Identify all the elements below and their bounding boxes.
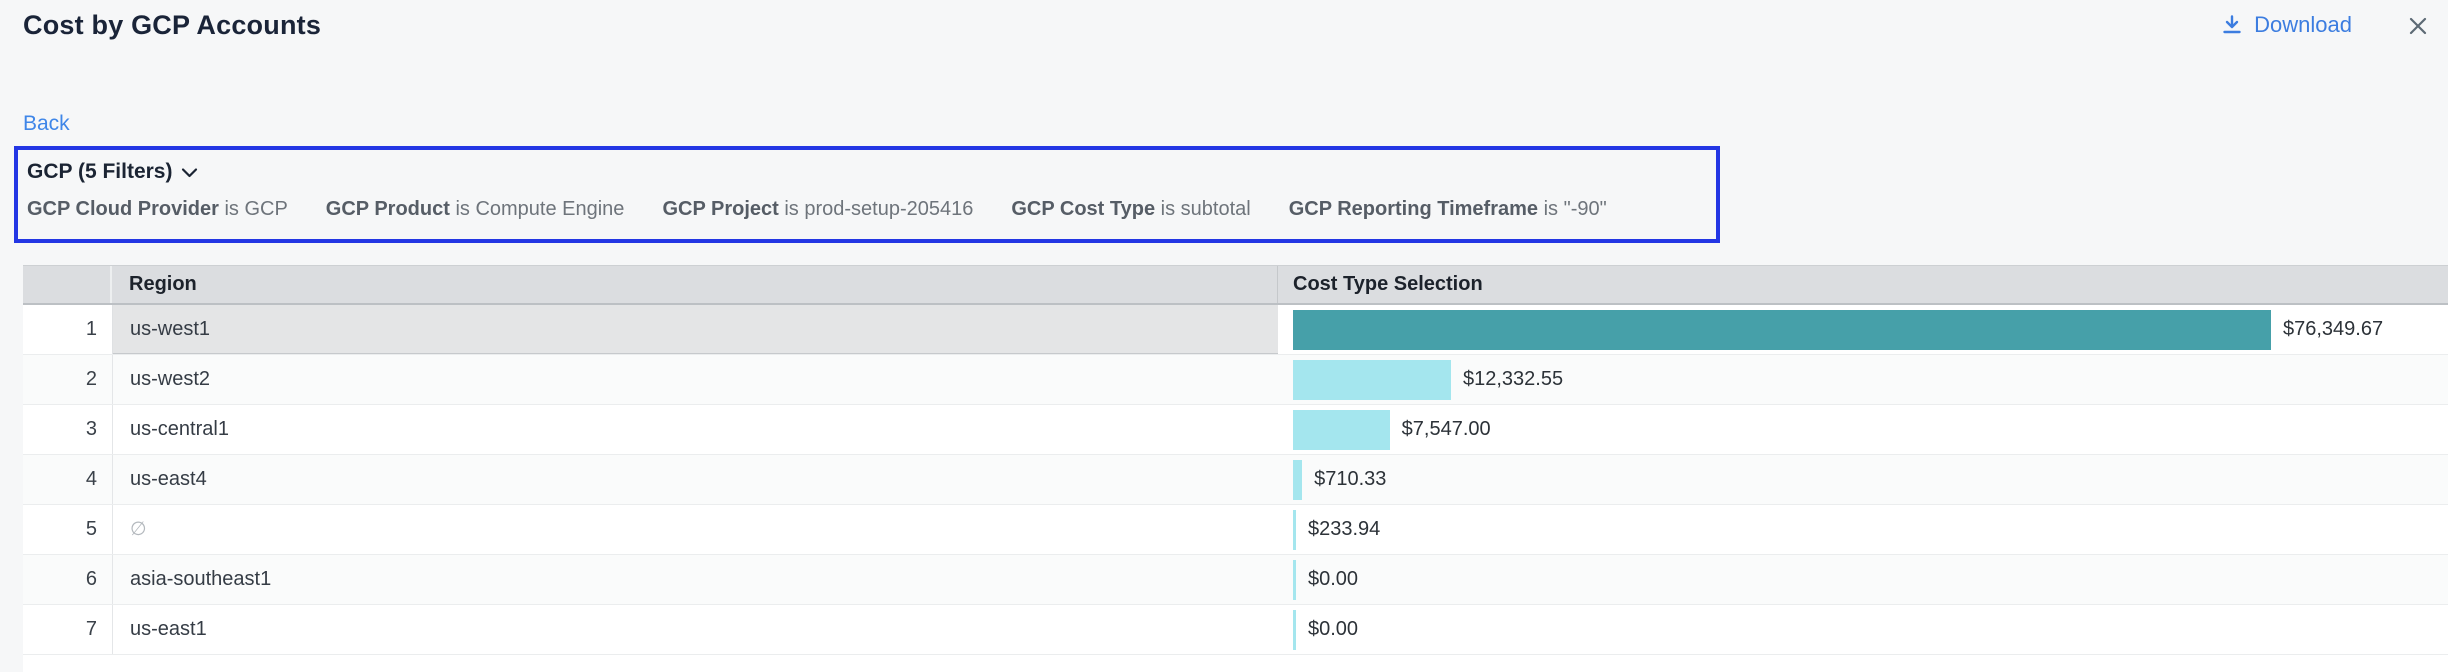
filter-pill-1[interactable]: GCP Cloud Provider is GCP <box>27 198 288 220</box>
table-row[interactable]: 5 ∅ $233.94 <box>23 505 2448 555</box>
region-cell[interactable]: us-central1 <box>112 405 1278 454</box>
cost-bar <box>1293 559 1296 600</box>
cost-bar <box>1293 609 1296 650</box>
region-cell[interactable]: us-west1 <box>112 305 1278 354</box>
filter-pill-3[interactable]: GCP Project is prod-setup-205416 <box>662 198 974 220</box>
filter-summary-label: GCP (5 Filters) <box>27 160 173 183</box>
cost-value-label: $76,349.67 <box>2283 318 2384 340</box>
download-label: Download <box>2254 12 2352 37</box>
header-actions: Download <box>2220 8 2432 40</box>
column-header-region[interactable]: Region <box>112 266 1278 303</box>
cost-cell[interactable]: $0.00 <box>1278 605 2448 654</box>
region-value: ∅ <box>130 519 147 540</box>
filter-list: GCP Cloud Provider is GCP GCP Product is … <box>27 198 1704 221</box>
region-value: us-east4 <box>130 468 207 490</box>
column-header-index[interactable] <box>23 266 112 303</box>
row-number: 2 <box>85 368 97 390</box>
cost-value-label: $710.33 <box>1314 468 1387 490</box>
cost-cell[interactable]: $710.33 <box>1278 455 2448 504</box>
row-number: 3 <box>85 418 97 440</box>
cost-cell[interactable]: $76,349.67 <box>1278 305 2448 354</box>
cost-value-label: $7,547.00 <box>1401 418 1491 440</box>
region-cell[interactable]: ∅ <box>112 505 1278 554</box>
region-value: us-west2 <box>130 368 211 390</box>
back-link[interactable]: Back <box>23 112 70 135</box>
region-value: asia-southeast1 <box>130 568 272 590</box>
cost-cell[interactable]: $233.94 <box>1278 505 2448 554</box>
region-value: us-east1 <box>130 618 207 640</box>
cost-bar <box>1293 309 2271 350</box>
cost-bar <box>1293 509 1296 550</box>
cost-cell[interactable]: $12,332.55 <box>1278 355 2448 404</box>
results-table: Region Cost Type Selection 1 us-west1 $76,… <box>23 265 2448 672</box>
region-cell[interactable]: us-east4 <box>112 455 1278 504</box>
close-icon[interactable] <box>2404 12 2432 40</box>
table-row[interactable]: 2 us-west2 $12,332.55 <box>23 355 2448 405</box>
region-cell[interactable]: asia-southeast1 <box>112 555 1278 604</box>
cost-cell[interactable]: $0.00 <box>1278 555 2448 604</box>
cost-bar <box>1293 459 1303 500</box>
filter-pill-5[interactable]: GCP Reporting Timeframe is "-90" <box>1288 198 1607 220</box>
filter-panel: GCP (5 Filters) GCP Cloud Provider is GC… <box>14 146 1720 243</box>
row-number: 7 <box>85 618 97 640</box>
modal-header: Cost by GCP Accounts Download <box>23 8 2432 41</box>
row-number: 4 <box>85 468 97 490</box>
cost-cell[interactable]: $7,547.00 <box>1278 405 2448 454</box>
row-number: 1 <box>85 318 97 340</box>
table-row[interactable]: 6 asia-southeast1 $0.00 <box>23 555 2448 605</box>
region-value: us-central1 <box>130 418 229 440</box>
cost-value-label: $12,332.55 <box>1462 368 1564 390</box>
row-number: 5 <box>85 518 97 540</box>
table-row[interactable]: 3 us-central1 $7,547.00 <box>23 405 2448 455</box>
table-row[interactable]: 1 us-west1 $76,349.67 <box>23 305 2448 355</box>
cost-value-label: $0.00 <box>1308 618 1359 640</box>
chevron-down-icon <box>182 167 198 177</box>
filter-summary-toggle[interactable]: GCP (5 Filters) <box>27 157 1704 187</box>
download-button[interactable]: Download <box>2220 12 2352 38</box>
download-icon <box>2223 15 2241 34</box>
table-row[interactable]: 4 us-east4 $710.33 <box>23 455 2448 505</box>
filter-pill-4[interactable]: GCP Cost Type is subtotal <box>1011 198 1251 220</box>
cost-value-label: $0.00 <box>1308 568 1359 590</box>
cost-bar <box>1293 409 1390 450</box>
column-header-cost[interactable]: Cost Type Selection <box>1293 273 1483 295</box>
cost-value-label: $233.94 <box>1308 518 1381 540</box>
region-value: us-west1 <box>130 318 211 340</box>
cost-bar <box>1293 359 1451 400</box>
table-row[interactable]: 7 us-east1 $0.00 <box>23 605 2448 655</box>
region-cell[interactable]: us-west2 <box>112 355 1278 404</box>
table-body: 1 us-west1 $76,349.67 2 us-west2 $12,332.55 3 u… <box>23 305 2448 655</box>
region-cell[interactable]: us-east1 <box>112 605 1278 654</box>
page-title: Cost by GCP Accounts <box>23 10 322 40</box>
table-header-row: Region Cost Type Selection <box>23 265 2448 305</box>
row-number: 6 <box>85 568 97 590</box>
filter-pill-2[interactable]: GCP Product is Compute Engine <box>325 198 625 220</box>
